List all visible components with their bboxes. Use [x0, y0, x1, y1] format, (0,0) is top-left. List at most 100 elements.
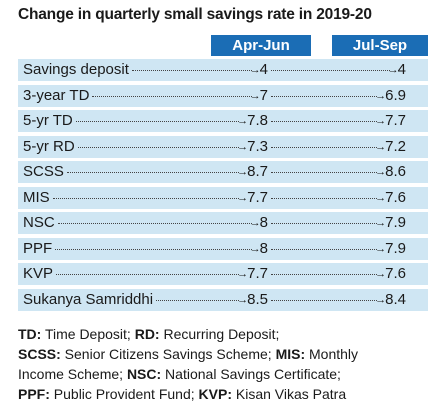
rate-table: Savings deposit 4 4 → → 3-year TD 7 6.9 → → 5-yr T… — [18, 59, 428, 314]
leader-arrow-apr — [57, 223, 252, 225]
rate-apr-jun: 7.3 — [247, 137, 268, 155]
rate-apr-jun: 8.7 — [247, 163, 268, 181]
leader-arrow-jul-head: → — [375, 89, 387, 102]
leader-arrow-jul-head: → — [375, 293, 387, 306]
legend-abbreviation: TD: — [18, 326, 42, 342]
table-row: MIS 7.7 7.6 → → — [18, 186, 428, 209]
legend-abbreviation: PPF: — [18, 386, 50, 402]
leader-arrow-apr-head: → — [249, 89, 261, 102]
rate-apr-jun: 4 — [259, 61, 268, 78]
legend-text: National Savings Certificate; — [161, 366, 341, 382]
table-row: Sukanya Samriddhi 8.5 8.4 → → — [18, 288, 428, 311]
legend-abbreviation: SCSS: — [18, 346, 61, 362]
scheme-name: Sukanya Samriddhi — [23, 290, 154, 308]
scheme-name: KVP — [23, 265, 54, 283]
leader-arrow-jul-head: → — [375, 242, 387, 255]
scheme-name: 3-year TD — [23, 86, 90, 104]
leader-arrow-jul-head: → — [375, 166, 387, 179]
legend-text: Senior Citizens Savings Scheme; — [60, 346, 276, 362]
table-row: Savings deposit 4 4 → → — [18, 59, 428, 81]
leader-arrow-jul-head: → — [375, 217, 387, 230]
legend-abbreviation: NSC: — [126, 366, 162, 382]
legend-line: PPF: Public Provident Fund; KVP: Kisan V… — [18, 384, 438, 404]
leader-arrow-jul-head: → — [375, 268, 387, 281]
legend-line: TD: Time Deposit; RD: Recurring Deposit; — [18, 324, 438, 344]
leader-arrow-apr — [131, 70, 252, 71]
table-row: KVP 7.7 7.6 → → — [18, 263, 428, 286]
scheme-name: SCSS — [23, 163, 64, 181]
abbreviation-legend: TD: Time Deposit; RD: Recurring Deposit;… — [18, 324, 438, 404]
table-row: NSC 8 7.9 → → — [18, 212, 428, 235]
table-row: SCSS 8.7 8.6 → → — [18, 161, 428, 184]
leader-arrow-apr-head: → — [237, 293, 249, 306]
legend-abbreviation: RD: — [134, 326, 160, 342]
rate-apr-jun: 8 — [259, 214, 268, 232]
leader-arrow-apr-head: → — [237, 166, 249, 179]
column-header-jul-sep: Jul-Sep — [332, 35, 428, 56]
leader-arrow-apr-head: → — [237, 115, 249, 128]
rate-jul-sep: 7.9 — [385, 214, 406, 232]
leader-arrow-jul — [271, 146, 378, 148]
legend-text: Recurring Deposit; — [159, 326, 280, 342]
table-row: 3-year TD 7 6.9 → → — [18, 84, 428, 107]
leader-arrow-jul — [271, 95, 378, 97]
leader-arrow-jul-head: → — [387, 64, 399, 76]
legend-text: Time Deposit; — [41, 326, 135, 342]
leader-arrow-jul — [271, 172, 378, 174]
rate-apr-jun: 7.7 — [247, 265, 268, 283]
leader-arrow-apr — [55, 248, 252, 250]
leader-arrow-apr-head: → — [237, 140, 249, 153]
leader-arrow-apr — [77, 146, 240, 148]
legend-text: Kisan Vikas Patra — [231, 386, 347, 402]
leader-arrow-apr — [52, 197, 240, 199]
leader-arrow-apr — [66, 172, 240, 174]
table-row: 5-yr TD 7.8 7.7 → → — [18, 110, 428, 133]
legend-text: Public Provident Fund; — [49, 386, 199, 402]
rate-apr-jun: 7.8 — [247, 112, 268, 130]
rate-jul-sep: 8.4 — [385, 290, 406, 308]
rate-apr-jun: 7 — [259, 86, 268, 104]
rate-jul-sep: 8.6 — [385, 163, 406, 181]
legend-text: Monthly — [305, 346, 359, 362]
legend-line: Income Scheme; NSC: National Savings Cer… — [18, 364, 438, 384]
scheme-name: 5-yr RD — [23, 137, 75, 155]
leader-arrow-jul-head: → — [375, 115, 387, 128]
rate-apr-jun: 8 — [259, 239, 268, 257]
rate-apr-jun: 7.7 — [247, 188, 268, 206]
legend-abbreviation: KVP: — [198, 386, 232, 402]
scheme-name: 5-yr TD — [23, 112, 73, 130]
rate-jul-sep: 7.6 — [385, 265, 406, 283]
rate-jul-sep: 6.9 — [385, 86, 406, 104]
column-header-apr-jun: Apr-Jun — [211, 35, 311, 56]
chart-title: Change in quarterly small savings rate i… — [18, 6, 372, 23]
leader-arrow-apr-head: → — [249, 64, 261, 76]
rate-jul-sep: 7.2 — [385, 137, 406, 155]
scheme-name: NSC — [23, 214, 55, 232]
legend-line: SCSS: Senior Citizens Savings Scheme; MI… — [18, 344, 438, 364]
leader-arrow-jul — [271, 70, 390, 71]
scheme-name: Savings deposit — [23, 61, 129, 78]
leader-arrow-jul-head: → — [375, 140, 387, 153]
rate-jul-sep: 7.9 — [385, 239, 406, 257]
leader-arrow-apr-head: → — [249, 242, 261, 255]
leader-arrow-apr — [156, 299, 240, 301]
rate-jul-sep: 7.6 — [385, 188, 406, 206]
leader-arrow-apr-head: → — [237, 191, 249, 204]
leader-arrow-apr-head: → — [249, 217, 261, 230]
leader-arrow-jul — [271, 248, 378, 250]
legend-abbreviation: MIS: — [275, 346, 306, 362]
leader-arrow-jul — [271, 274, 378, 276]
table-row: PPF 8 7.9 → → — [18, 237, 428, 260]
scheme-name: PPF — [23, 239, 53, 257]
leader-arrow-apr — [75, 121, 240, 123]
leader-arrow-jul — [271, 223, 378, 225]
rate-jul-sep: 4 — [397, 61, 406, 78]
leader-arrow-jul — [271, 299, 378, 301]
legend-text: Income Scheme; — [18, 366, 127, 382]
leader-arrow-jul — [271, 121, 378, 123]
leader-arrow-jul — [271, 197, 378, 199]
rate-apr-jun: 8.5 — [247, 290, 268, 308]
leader-arrow-jul-head: → — [375, 191, 387, 204]
leader-arrow-apr — [92, 95, 252, 97]
scheme-name: MIS — [23, 188, 50, 206]
